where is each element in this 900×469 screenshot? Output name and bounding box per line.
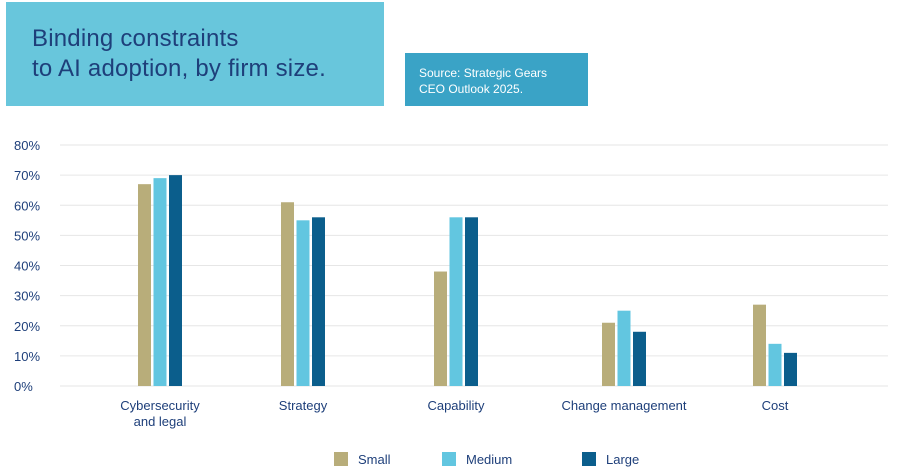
legend-swatch-small bbox=[334, 452, 348, 466]
bar-small bbox=[281, 202, 294, 386]
bar-large bbox=[633, 331, 646, 386]
chart-title-line-2: to AI adoption, by firm size. bbox=[32, 55, 326, 82]
source-line-1: Source: Strategic Gears bbox=[419, 66, 548, 80]
legend-label-medium: Medium bbox=[466, 452, 512, 467]
bar-large bbox=[784, 352, 797, 386]
bar-medium bbox=[768, 343, 782, 386]
legend-label-small: Small bbox=[358, 452, 391, 467]
bar-large bbox=[169, 175, 182, 386]
y-tick-label: 40% bbox=[14, 259, 40, 274]
chart-title-line-1: Binding constraints bbox=[32, 25, 239, 52]
x-tick-label: Change management bbox=[561, 398, 686, 413]
bar-medium bbox=[153, 178, 167, 386]
x-tick-label: Capability bbox=[427, 398, 485, 413]
title-box: Binding constraints to AI adoption, by f… bbox=[6, 2, 384, 106]
legend-swatch-large bbox=[582, 452, 596, 466]
bar-small bbox=[753, 304, 766, 386]
y-tick-label: 60% bbox=[14, 198, 40, 213]
bar-medium bbox=[296, 220, 310, 386]
bar-medium bbox=[617, 310, 631, 386]
bar-large bbox=[312, 217, 325, 386]
source-line-2: CEO Outlook 2025. bbox=[419, 82, 524, 96]
y-tick-label: 0% bbox=[14, 379, 33, 394]
bar-small bbox=[434, 271, 447, 386]
x-tick-label: Strategy bbox=[279, 398, 328, 413]
y-tick-label: 80% bbox=[14, 138, 40, 153]
bar-small bbox=[602, 322, 615, 386]
source-box: Source: Strategic Gears CEO Outlook 2025… bbox=[405, 53, 588, 106]
bar-large bbox=[465, 217, 478, 386]
y-tick-label: 50% bbox=[14, 228, 40, 243]
y-tick-label: 20% bbox=[14, 319, 40, 334]
legend-swatch-medium bbox=[442, 452, 456, 466]
y-tick-label: 30% bbox=[14, 289, 40, 304]
legend-label-large: Large bbox=[606, 452, 639, 467]
y-tick-label: 10% bbox=[14, 349, 40, 364]
x-tick-label: and legal bbox=[134, 414, 187, 429]
x-tick-label: Cybersecurity bbox=[120, 398, 200, 413]
y-tick-label: 70% bbox=[14, 168, 40, 183]
bar-medium bbox=[449, 217, 463, 386]
x-tick-label: Cost bbox=[762, 398, 789, 413]
bar-small bbox=[138, 184, 151, 386]
